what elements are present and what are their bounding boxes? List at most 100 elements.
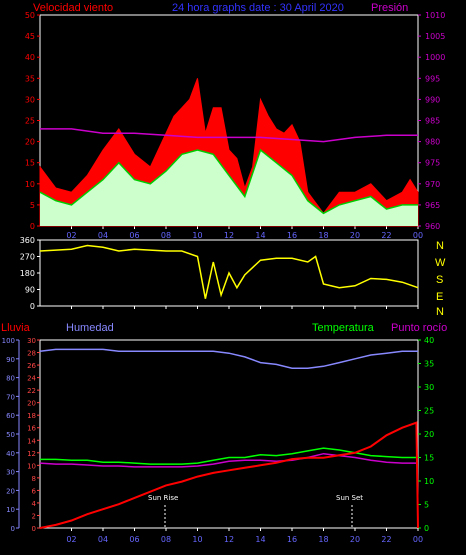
- humidity-y-tick-7: 70: [6, 393, 15, 401]
- wind-speed-label: Velocidad viento: [33, 2, 113, 14]
- pressure-y-tick-0: 960: [425, 222, 440, 231]
- climate-x-tick-10: 22: [381, 535, 391, 544]
- direction-y-tick-4: 360: [20, 236, 35, 245]
- temperature-y-tick-8: 40: [424, 336, 434, 345]
- direction-y-tick-1: 90: [25, 286, 35, 295]
- compass-w: W: [435, 257, 446, 269]
- wind-x-tick-4: 10: [192, 231, 202, 240]
- climate-x-tick-0: 02: [66, 535, 76, 544]
- direction-y-tick-0: 0: [30, 302, 35, 311]
- rain-y-tick-7: 14: [27, 437, 36, 445]
- rain-y-tick-11: 22: [27, 387, 36, 395]
- wind-y-tick-9: 45: [25, 32, 35, 41]
- rain-y-tick-12: 24: [27, 375, 36, 383]
- wind-direction-line: [39, 244, 419, 299]
- wind-y-tick-3: 15: [25, 159, 35, 168]
- wind-y-tick-8: 40: [25, 53, 35, 62]
- dewpoint-line: [39, 452, 418, 468]
- wind-x-tick-8: 18: [318, 231, 328, 240]
- climate-x-tick-7: 16: [287, 535, 297, 544]
- wind-x-tick-0: 02: [66, 231, 76, 240]
- climate-x-tick-8: 18: [318, 535, 328, 544]
- rain-label: Lluvia: [1, 322, 31, 334]
- humidity-y-tick-6: 60: [6, 412, 15, 420]
- wind-y-tick-2: 10: [25, 180, 35, 189]
- wind-x-tick-5: 12: [224, 231, 234, 240]
- wind-x-tick-7: 16: [287, 231, 297, 240]
- humidity-y-tick-5: 50: [6, 431, 15, 439]
- climate-x-tick-4: 10: [192, 535, 202, 544]
- rain-y-tick-2: 4: [32, 500, 37, 508]
- climate-x-tick-6: 14: [255, 535, 265, 544]
- temperature-y-tick-6: 30: [424, 383, 434, 392]
- temperature-y-tick-4: 20: [424, 430, 434, 439]
- wind-average-line: [39, 148, 418, 215]
- rain-y-tick-5: 10: [27, 462, 36, 470]
- temperature-y-tick-0: 0: [424, 524, 429, 533]
- climate-x-tick-5: 12: [224, 535, 234, 544]
- pressure-label: Presión: [371, 2, 408, 14]
- pressure-y-tick-5: 985: [425, 117, 440, 126]
- pressure-y-tick-2: 970: [425, 180, 440, 189]
- wind-x-tick-11: 00: [413, 231, 423, 240]
- sunset-label: Sun Set: [336, 494, 363, 502]
- temperature-y-tick-2: 10: [424, 477, 434, 486]
- wind-x-tick-1: 04: [98, 231, 108, 240]
- temperature-y-tick-3: 15: [424, 454, 434, 463]
- humidity-y-tick-1: 10: [6, 506, 15, 514]
- humidity-y-tick-10: 100: [2, 337, 15, 345]
- wind-y-tick-5: 25: [25, 117, 35, 126]
- compass-s: S: [436, 274, 443, 286]
- rain-line: [39, 421, 419, 529]
- temperature-label: Temperatura: [312, 322, 375, 334]
- wind-x-tick-6: 14: [255, 231, 265, 240]
- rain-y-tick-4: 8: [32, 475, 36, 483]
- temperature-y-tick-5: 25: [424, 407, 434, 416]
- rain-y-tick-9: 18: [27, 412, 36, 420]
- chart-marks: 0510152025303540455096096597097598098599…: [2, 11, 446, 544]
- pressure-y-tick-4: 980: [425, 138, 440, 147]
- temperature-y-tick-1: 5: [424, 501, 429, 510]
- compass-n-top: N: [436, 240, 444, 252]
- rain-y-tick-14: 28: [27, 350, 36, 358]
- humidity-y-tick-4: 40: [6, 450, 15, 458]
- rain-y-tick-3: 6: [32, 487, 37, 495]
- wind-x-tick-9: 20: [350, 231, 360, 240]
- climate-x-tick-11: 00: [413, 535, 423, 544]
- direction-y-tick-2: 180: [20, 269, 35, 278]
- humidity-y-tick-8: 80: [6, 375, 15, 383]
- climate-x-tick-3: 08: [161, 535, 171, 544]
- direction-y-tick-3: 270: [20, 253, 35, 262]
- chart-title: 24 hora graphs date : 30 April 2020: [172, 2, 344, 14]
- rain-y-tick-15: 30: [27, 337, 36, 345]
- climate-x-tick-1: 04: [98, 535, 108, 544]
- rain-y-tick-0: 0: [32, 525, 36, 533]
- wind-y-tick-4: 20: [25, 138, 35, 147]
- rain-y-tick-6: 12: [27, 450, 36, 458]
- pressure-line: [40, 128, 418, 143]
- compass-n-bottom: N: [436, 306, 444, 318]
- dewpoint-label: Punto rocío: [391, 322, 447, 334]
- climate-x-tick-9: 20: [350, 535, 360, 544]
- pressure-y-tick-7: 995: [425, 74, 440, 83]
- sunrise-label: Sun Rise: [148, 494, 178, 502]
- wind-x-tick-3: 08: [161, 231, 171, 240]
- rain-y-tick-10: 20: [27, 400, 36, 408]
- humidity-y-tick-9: 90: [6, 356, 15, 364]
- climate-x-tick-2: 06: [129, 535, 139, 544]
- humidity-y-tick-0: 0: [11, 525, 15, 533]
- pressure-y-tick-9: 1005: [425, 32, 445, 41]
- humidity-y-tick-3: 30: [6, 469, 15, 477]
- pressure-y-tick-3: 975: [425, 159, 440, 168]
- temperature-y-tick-7: 35: [424, 360, 434, 369]
- pressure-y-tick-8: 1000: [425, 53, 445, 62]
- wind-y-tick-6: 30: [25, 95, 35, 104]
- pressure-y-tick-6: 990: [425, 95, 440, 104]
- wind-x-tick-10: 22: [381, 231, 391, 240]
- wind-y-tick-0: 0: [30, 222, 35, 231]
- rain-y-tick-8: 16: [27, 425, 36, 433]
- wind-x-tick-2: 06: [129, 231, 139, 240]
- wind-y-tick-10: 50: [25, 11, 35, 20]
